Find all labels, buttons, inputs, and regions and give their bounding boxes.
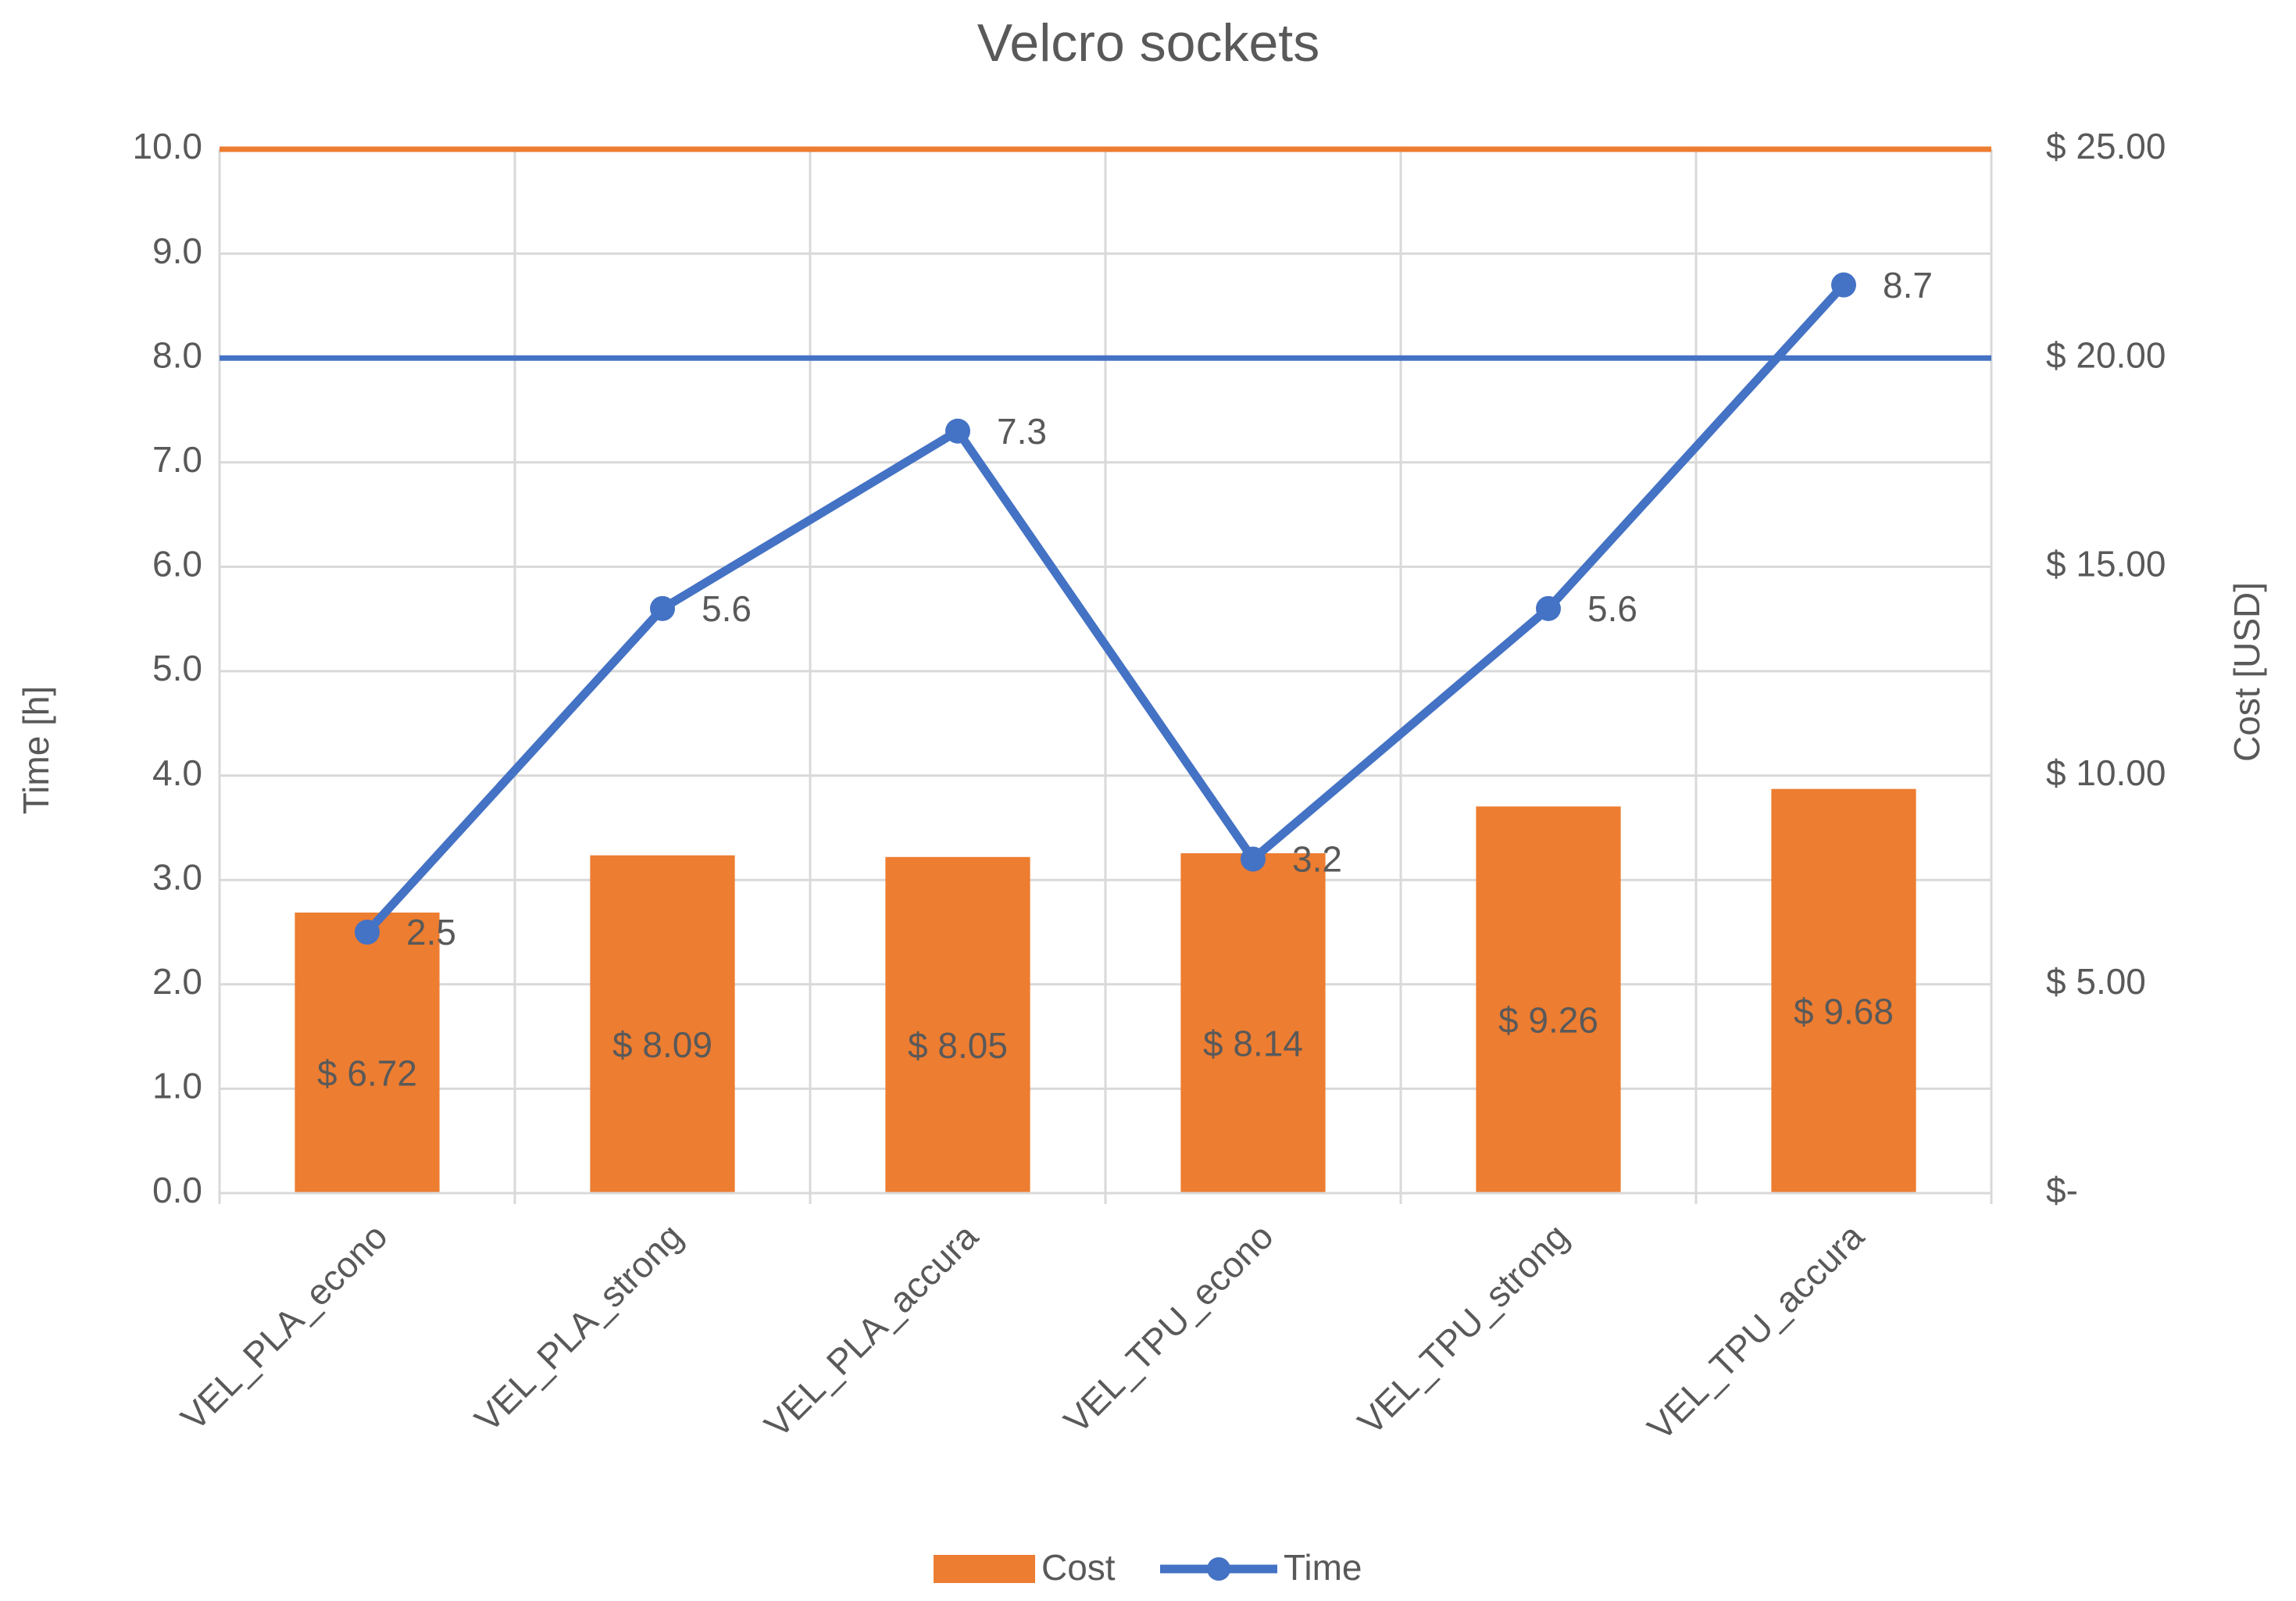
y2-tick-label: $ 5.00: [2046, 961, 2146, 1002]
line-value-label: 5.6: [1587, 588, 1637, 629]
line-marker: [1536, 595, 1561, 621]
line-marker: [1241, 846, 1266, 872]
y-tick-label: 5.0: [152, 648, 202, 688]
y-tick-label: 0.0: [152, 1170, 202, 1210]
y2-tick-label: $ 25.00: [2046, 126, 2166, 166]
y-tick-label: 7.0: [152, 439, 202, 480]
line-value-label: 7.3: [997, 411, 1047, 452]
line-value-label: 3.2: [1292, 839, 1342, 880]
bar: [1771, 788, 1916, 1193]
y2-tick-label: $-: [2046, 1170, 2078, 1210]
bar-value-label: $ 8.09: [612, 1024, 712, 1065]
y-tick-label: 3.0: [152, 856, 202, 897]
y-tick-label: 9.0: [152, 231, 202, 271]
y-tick-label: 2.0: [152, 961, 202, 1002]
line-value-label: 5.6: [702, 588, 752, 629]
y2-axis-label: Cost [USD]: [2226, 582, 2267, 762]
y-tick-label: 8.0: [152, 334, 202, 375]
legend-marker: [1207, 1557, 1230, 1581]
legend-label: Time: [1284, 1547, 1362, 1588]
y2-tick-label: $ 20.00: [2046, 334, 2166, 375]
line-value-label: 2.5: [406, 912, 456, 952]
legend-label: Cost: [1041, 1547, 1116, 1588]
line-marker: [1831, 272, 1856, 298]
bar-value-label: $ 8.14: [1203, 1024, 1303, 1064]
bar-value-label: $ 6.72: [317, 1053, 417, 1094]
y-tick-label: 6.0: [152, 544, 202, 584]
bar: [1476, 806, 1621, 1193]
line-value-label: 8.7: [1883, 265, 1933, 306]
line-marker: [650, 595, 675, 621]
line-marker: [945, 418, 970, 444]
bar: [885, 856, 1030, 1193]
line-marker: [355, 920, 380, 945]
legend-swatch: [934, 1555, 1035, 1583]
y-axis-label: Time [h]: [16, 686, 56, 814]
bar: [590, 855, 735, 1193]
bar: [1180, 852, 1326, 1193]
chart-title: Velcro sockets: [977, 13, 1319, 73]
y2-tick-label: $ 10.00: [2046, 752, 2166, 793]
bar: [295, 912, 440, 1193]
bar-value-label: $ 9.26: [1498, 1000, 1598, 1041]
bar-value-label: $ 8.05: [908, 1025, 1008, 1066]
bar-value-label: $ 9.68: [1794, 992, 1894, 1032]
y2-tick-label: $ 15.00: [2046, 544, 2166, 584]
y-tick-label: 10.0: [132, 126, 202, 166]
y-tick-label: 1.0: [152, 1066, 202, 1106]
y-tick-label: 4.0: [152, 752, 202, 793]
line: [363, 281, 1848, 935]
